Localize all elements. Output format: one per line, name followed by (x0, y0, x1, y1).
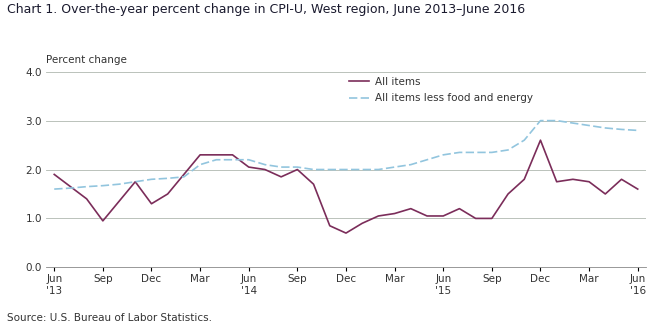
Text: Chart 1. Over-the-year percent change in CPI-U, West region, June 2013–June 2016: Chart 1. Over-the-year percent change in… (7, 3, 525, 16)
Legend: All items, All items less food and energy: All items, All items less food and energ… (349, 77, 532, 103)
Text: Source: U.S. Bureau of Labor Statistics.: Source: U.S. Bureau of Labor Statistics. (7, 313, 212, 323)
Text: Percent change: Percent change (46, 55, 127, 65)
